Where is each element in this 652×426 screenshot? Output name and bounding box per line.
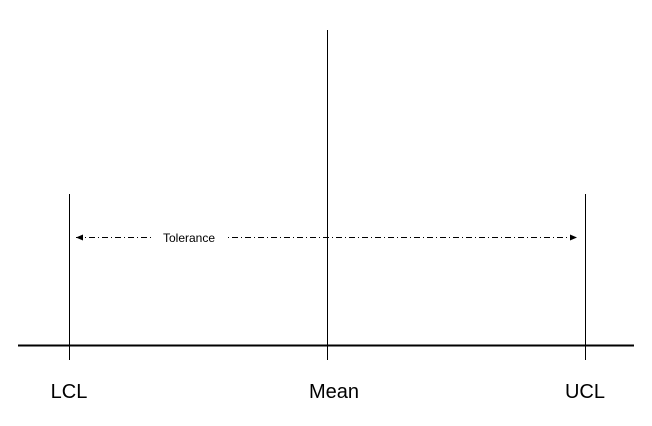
tolerance-label-backdrop (153, 229, 225, 246)
ucl-label: UCL (565, 381, 605, 403)
mean-label: Mean (309, 381, 359, 403)
lcl-label: LCL (51, 381, 88, 403)
tolerance-label: Tolerance (163, 231, 215, 245)
